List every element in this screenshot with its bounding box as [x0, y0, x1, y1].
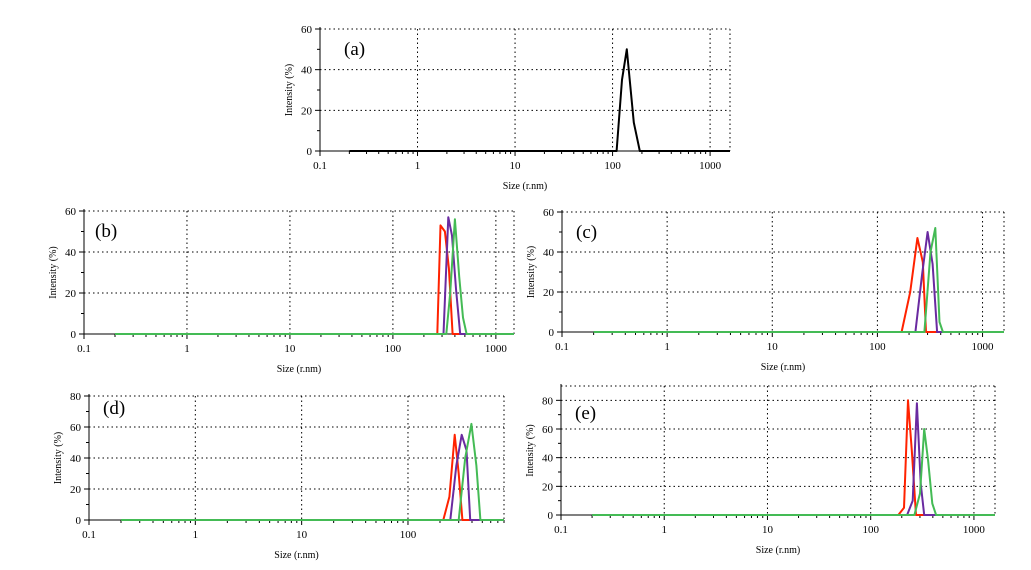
y-tick-label: 40: [65, 247, 77, 259]
x-tick-label: 100: [862, 524, 879, 536]
y-tick-label: 20: [70, 484, 82, 496]
panel-d: 0 20 40 60 80 0.1 1 10 100 Size (r.nm) Intensity (…: [53, 391, 505, 561]
x-axis-label: Size (r.nm): [503, 181, 547, 192]
y-axis-label: Intensity (%): [525, 424, 536, 477]
x-tick-label: 1: [661, 524, 667, 536]
x-tick-label: 0.1: [313, 160, 327, 172]
y-tick-label: 60: [65, 206, 77, 218]
x-tick-label: 1000: [972, 341, 995, 353]
y-axis-label: Intensity (%): [526, 246, 537, 299]
y-tick-label: 20: [301, 105, 313, 117]
y-tick-label: 20: [542, 481, 554, 493]
x-tick-label: 0.1: [554, 524, 568, 536]
panel-a: 0 20 40 60 0.1 1 10 100 1000 Size (r.nm) Intensity…: [284, 24, 731, 192]
y-axis-label: Intensity (%): [53, 432, 64, 485]
y-axis-label: Intensity (%): [284, 64, 295, 117]
y-tick-label: 0: [71, 329, 77, 341]
series-line-3: [121, 422, 504, 521]
x-axis-label: Size (r.nm): [274, 550, 318, 561]
series-line-2: [593, 231, 1004, 333]
x-tick-label: 10: [296, 529, 308, 541]
panel-label: (e): [575, 403, 596, 424]
y-tick-label: 0: [549, 327, 555, 339]
x-tick-label: 100: [604, 160, 621, 172]
y-tick-label: 60: [70, 422, 82, 434]
panel-label: (c): [576, 222, 597, 243]
series-line-1: [121, 433, 504, 521]
panel-label: (d): [103, 398, 125, 419]
y-tick-label: 60: [542, 424, 554, 436]
series-line-2: [592, 402, 995, 516]
series-line-1: [593, 237, 1004, 333]
y-tick-label: 0: [548, 510, 554, 522]
y-axis-label: Intensity (%): [48, 246, 59, 299]
y-tick-label: 20: [65, 288, 77, 300]
panel-c: 0 20 40 60 0.1 1 10 100 1000 Size (r.nm) Intensity…: [526, 207, 1005, 373]
panel-e: 0 20 40 60 80 0.1 1 10 100 1000 Size (r.nm) Intensi…: [525, 384, 996, 556]
x-tick-label: 1: [664, 341, 670, 353]
x-tick-label: 0.1: [555, 341, 569, 353]
x-tick-label: 10: [510, 160, 522, 172]
panel-label: (a): [344, 39, 365, 60]
series-line-3: [593, 227, 1004, 333]
y-tick-label: 80: [70, 391, 82, 403]
series-line-3: [592, 428, 995, 516]
x-axis-label: Size (r.nm): [277, 364, 321, 375]
panel-b: 0 20 40 60 0.1 1 10 100 1000 Size (r.nm) Intensity…: [48, 206, 515, 375]
y-tick-label: 0: [307, 146, 313, 158]
x-tick-label: 100: [869, 341, 886, 353]
x-tick-label: 1000: [963, 524, 986, 536]
y-tick-label: 40: [301, 65, 313, 77]
x-tick-label: 0.1: [82, 529, 96, 541]
x-tick-label: 10: [767, 341, 779, 353]
x-tick-label: 1000: [485, 343, 508, 355]
y-tick-label: 40: [70, 453, 82, 465]
x-tick-label: 100: [400, 529, 417, 541]
x-tick-label: 10: [762, 524, 774, 536]
y-tick-label: 60: [543, 207, 555, 219]
x-tick-label: 10: [284, 343, 296, 355]
x-tick-label: 1000: [699, 160, 722, 172]
series-line-3: [115, 218, 514, 335]
y-tick-label: 40: [542, 453, 554, 465]
x-tick-label: 0.1: [77, 343, 91, 355]
series-line-1: [349, 48, 730, 152]
x-axis-label: Size (r.nm): [756, 545, 800, 556]
x-tick-label: 1: [415, 160, 421, 172]
y-tick-label: 40: [543, 247, 555, 259]
y-tick-label: 0: [76, 515, 82, 527]
panel-label: (b): [95, 221, 117, 242]
y-tick-label: 20: [543, 287, 555, 299]
y-tick-label: 60: [301, 24, 313, 36]
x-axis-label: Size (r.nm): [761, 362, 805, 373]
x-tick-label: 1: [184, 343, 190, 355]
x-tick-label: 1: [193, 529, 199, 541]
y-tick-label: 80: [542, 395, 554, 407]
x-tick-label: 100: [385, 343, 402, 355]
